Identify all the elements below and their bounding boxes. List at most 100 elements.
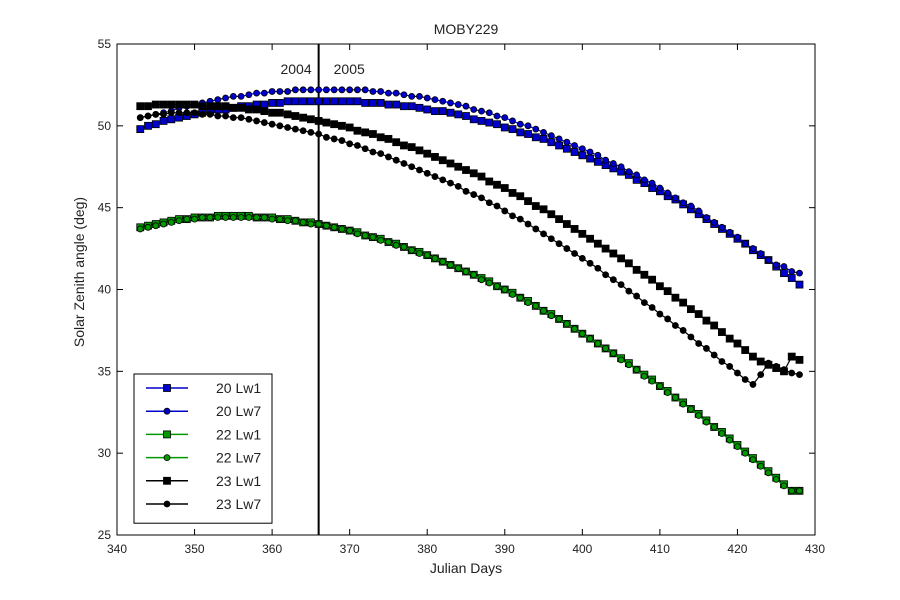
- data-point: [214, 96, 222, 104]
- data-point: [260, 214, 268, 221]
- data-point: [353, 126, 362, 135]
- data-point: [679, 327, 687, 334]
- data-point: [563, 320, 571, 328]
- data-point: [741, 449, 749, 457]
- data-point: [563, 138, 571, 146]
- data-point: [516, 128, 525, 137]
- data-point: [672, 322, 679, 329]
- data-point: [330, 86, 338, 94]
- data-point: [772, 261, 780, 269]
- data-point: [695, 412, 703, 419]
- data-point: [625, 361, 633, 369]
- data-point: [330, 223, 338, 231]
- data-point: [252, 105, 261, 114]
- data-point: [726, 363, 734, 370]
- data-point: [385, 153, 392, 161]
- data-point: [392, 241, 400, 249]
- data-point: [423, 105, 432, 114]
- data-point: [423, 94, 431, 102]
- data-point: [795, 280, 804, 289]
- data-point: [163, 476, 171, 485]
- data-point: [322, 97, 331, 106]
- data-point: [275, 99, 284, 107]
- data-point: [703, 214, 710, 221]
- data-point: [532, 225, 540, 233]
- data-point: [733, 339, 742, 348]
- data-point: [578, 255, 586, 262]
- data-point: [338, 137, 346, 144]
- data-point: [454, 110, 463, 119]
- data-point: [307, 128, 315, 136]
- plot-frame: [116, 43, 816, 536]
- data-point: [369, 233, 377, 241]
- data-point: [253, 117, 261, 125]
- data-point: [571, 142, 578, 149]
- chart-title: MOBY229: [434, 21, 499, 37]
- data-point: [532, 302, 540, 310]
- y-axis-label: Solar Zenith angle (deg): [71, 197, 87, 347]
- data-point: [509, 212, 516, 220]
- data-point: [500, 184, 509, 192]
- series-layer: [136, 86, 804, 495]
- data-point: [734, 443, 741, 451]
- data-point: [741, 346, 750, 354]
- data-point: [354, 142, 361, 149]
- year-label-right: 2005: [334, 61, 365, 77]
- data-point: [291, 112, 300, 120]
- data-point: [593, 239, 602, 248]
- data-point: [562, 144, 571, 153]
- data-point: [547, 210, 556, 219]
- x-tick-label: 340: [107, 542, 127, 556]
- data-point: [694, 310, 703, 318]
- y-tick-label: 55: [98, 37, 112, 51]
- data-point: [377, 236, 385, 244]
- data-point: [322, 86, 330, 94]
- data-point: [625, 287, 633, 295]
- data-point: [306, 97, 315, 106]
- data-point: [354, 230, 361, 238]
- data-point: [291, 86, 299, 94]
- data-point: [555, 135, 563, 143]
- data-point: [796, 371, 803, 379]
- data-point: [253, 89, 261, 97]
- data-point: [524, 130, 532, 138]
- data-point: [679, 199, 687, 207]
- data-point: [524, 220, 532, 228]
- data-point: [260, 100, 269, 109]
- data-point: [672, 394, 679, 401]
- data-point: [361, 232, 369, 239]
- legend-label: 23 Lw1: [216, 473, 261, 489]
- data-point: [609, 249, 618, 258]
- data-point: [633, 292, 641, 300]
- data-point: [679, 298, 688, 307]
- data-point: [291, 125, 299, 133]
- series-20-lw7: [136, 86, 803, 277]
- data-point: [485, 279, 493, 287]
- data-point: [152, 222, 160, 230]
- data-point: [788, 487, 796, 495]
- data-point: [796, 269, 803, 277]
- data-point: [167, 115, 176, 124]
- data-point: [353, 97, 362, 106]
- data-point: [571, 325, 578, 333]
- data-point: [493, 282, 501, 290]
- data-point: [617, 356, 625, 364]
- data-point: [780, 366, 788, 374]
- data-point: [260, 89, 268, 97]
- data-point: [268, 120, 276, 128]
- data-point: [679, 400, 687, 408]
- data-point: [702, 316, 711, 325]
- data-point: [470, 191, 478, 198]
- data-point: [672, 194, 679, 202]
- data-point: [276, 215, 284, 223]
- data-point: [555, 240, 563, 248]
- data-point: [454, 264, 462, 272]
- data-point: [163, 407, 171, 415]
- data-point: [594, 340, 602, 347]
- data-point: [439, 176, 447, 184]
- data-point: [478, 194, 485, 202]
- data-point: [501, 114, 509, 122]
- data-point: [578, 229, 587, 238]
- data-point: [229, 92, 237, 100]
- data-point: [253, 214, 261, 221]
